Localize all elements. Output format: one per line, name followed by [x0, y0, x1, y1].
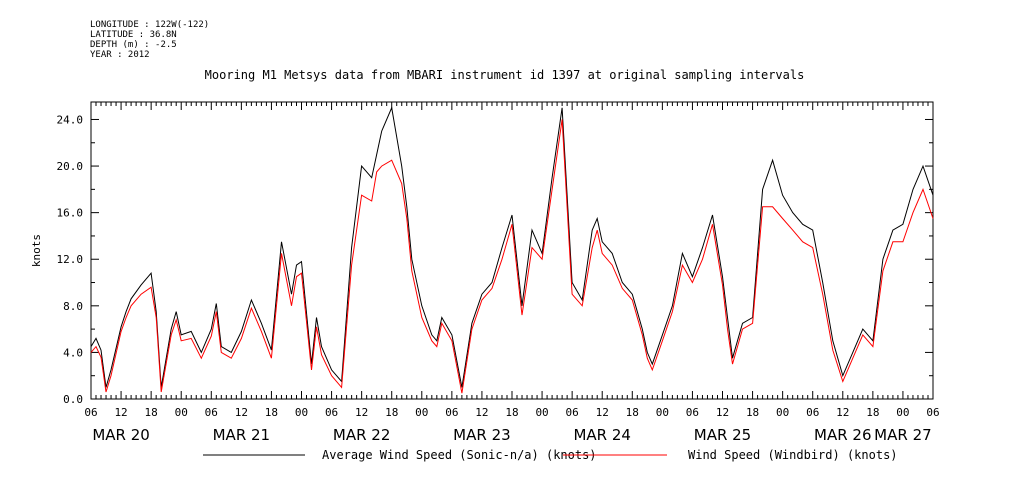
y-tick-label: 24.0: [57, 113, 84, 126]
x-day-label: MAR 20: [92, 426, 149, 444]
x-hour-label: 00: [896, 406, 909, 419]
series-line-0: [90, 106, 934, 388]
y-tick-label: 20.0: [57, 160, 84, 173]
longitude-label: LONGITUDE : 122W(-122): [90, 20, 210, 30]
series-layer: [90, 106, 934, 394]
x-hour-label: 06: [325, 406, 338, 419]
metadata-block: LONGITUDE : 122W(-122) LATITUDE : 36.8N …: [90, 20, 209, 60]
x-hour-label: 06: [686, 406, 699, 419]
x-hour-label: 00: [535, 406, 548, 419]
y-tick-label: 8.0: [63, 300, 83, 313]
x-hour-label: 12: [114, 406, 127, 419]
y-tick-label: 4.0: [63, 346, 83, 359]
x-hour-label: 06: [445, 406, 458, 419]
x-hour-label: 06: [84, 406, 97, 419]
y-tick-label: 16.0: [57, 207, 84, 220]
x-hour-label: 00: [295, 406, 308, 419]
x-hour-label: 12: [475, 406, 488, 419]
legend-label-windbird: Wind Speed (Windbird) (knots): [688, 448, 898, 462]
latitude-label: LATITUDE : 36.8N: [90, 30, 177, 40]
x-day-label: MAR 22: [333, 426, 390, 444]
x-hour-label: 06: [806, 406, 819, 419]
depth-label: DEPTH (m) : -2.5: [90, 40, 177, 50]
x-hour-label: 18: [866, 406, 879, 419]
x-hour-label: 00: [776, 406, 789, 419]
x-day-label: MAR 26: [814, 426, 871, 444]
x-hour-label: 06: [566, 406, 579, 419]
y-tick-label: 0.0: [63, 393, 83, 406]
plot-axes: 0.0 4.0 8.0 12.0 16.0 20.0 24.0 knots 06 12 18 00 06…: [30, 101, 940, 444]
year-label: YEAR : 2012: [90, 50, 150, 60]
x-hour-label: 18: [626, 406, 639, 419]
x-hour-label: 12: [596, 406, 609, 419]
x-day-label: MAR 25: [694, 426, 751, 444]
x-day-label: MAR 23: [453, 426, 510, 444]
x-day-label: MAR 21: [213, 426, 270, 444]
x-hour-label: 12: [836, 406, 849, 419]
y-tick-label: 12.0: [57, 253, 84, 266]
x-hour-label: 18: [145, 406, 158, 419]
x-hour-label: 12: [355, 406, 368, 419]
x-hour-label: 00: [415, 406, 428, 419]
x-hour-label: 18: [385, 406, 398, 419]
x-hour-label: 00: [656, 406, 669, 419]
x-hour-label: 12: [716, 406, 729, 419]
x-hour-label: 06: [926, 406, 939, 419]
x-hour-label: 06: [205, 406, 218, 419]
legend-label-sonic: Average Wind Speed (Sonic-n/a) (knots): [322, 448, 597, 462]
x-hour-label: 18: [746, 406, 759, 419]
x-hour-label: 18: [265, 406, 278, 419]
x-day-label: MAR 27: [874, 426, 931, 444]
x-day-label: MAR 24: [573, 426, 630, 444]
chart-title: Mooring M1 Metsys data from MBARI instru…: [204, 68, 805, 82]
chart-legend: Average Wind Speed (Sonic-n/a) (knots) Wi…: [203, 448, 898, 462]
plot-frame: [90, 101, 934, 400]
y-axis-label: knots: [30, 234, 43, 267]
x-hour-label: 00: [175, 406, 188, 419]
x-hour-label: 18: [505, 406, 518, 419]
x-hour-label: 12: [235, 406, 248, 419]
series-line-1: [90, 119, 934, 394]
